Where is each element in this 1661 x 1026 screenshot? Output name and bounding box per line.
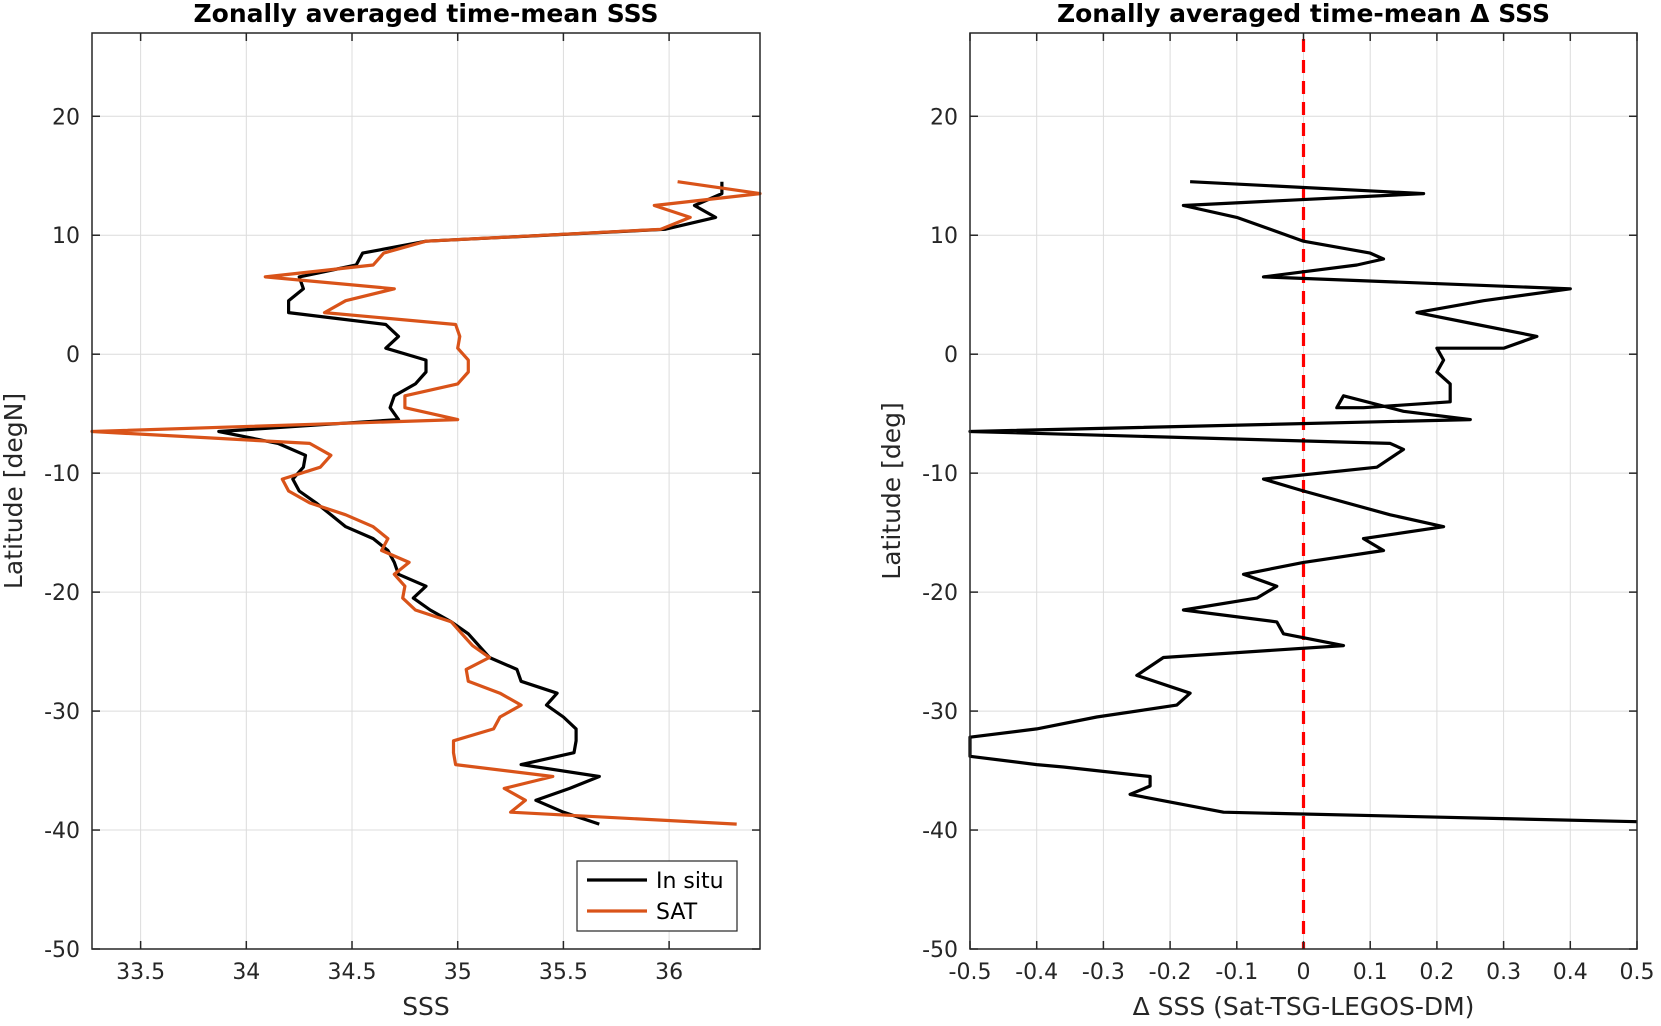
y-tick-label: -50 <box>44 938 80 963</box>
x-tick-label: 36 <box>655 960 683 985</box>
legend-label-sat: SAT <box>656 900 698 925</box>
x-axis-label: Δ SSS (Sat-TSG-LEGOS-DM) <box>1133 992 1475 1021</box>
series-line-0 <box>968 180 1638 824</box>
y-tick-label: 10 <box>52 224 80 249</box>
x-tick-label: 0 <box>1297 960 1311 985</box>
y-axis-label: Latitude [deg] <box>877 402 906 579</box>
x-tick-label: -0.5 <box>949 960 992 985</box>
y-tick-label: -40 <box>44 819 80 844</box>
x-tick-label: 0.3 <box>1486 960 1521 985</box>
y-tick-label: -20 <box>44 581 80 606</box>
y-tick-label: -30 <box>44 700 80 725</box>
axes-frame <box>91 32 761 950</box>
x-axis-label: SSS <box>402 992 450 1021</box>
x-tick-label: -0.2 <box>1149 960 1192 985</box>
x-tick-label: 0.1 <box>1353 960 1388 985</box>
series-line-in-situ <box>217 181 724 826</box>
chart-title: Zonally averaged time-mean SSS <box>194 0 659 28</box>
y-tick-label: -40 <box>922 819 958 844</box>
x-tick-label: 0.5 <box>1620 960 1655 985</box>
left-panel-sss: 33.5 34 34.5 35 35.5 36 -50 -40 -30 -20 -10 0 10 20 Zo… <box>0 0 762 1021</box>
legend: In situ SAT <box>576 860 738 932</box>
y-axis-label: Latitude [degN] <box>0 393 28 589</box>
x-tick-label: -0.4 <box>1015 960 1058 985</box>
plot-area <box>92 33 760 949</box>
x-tick-label: 34 <box>232 960 260 985</box>
y-tick-label: 0 <box>944 343 958 368</box>
series-line-sat <box>90 180 762 826</box>
legend-label-in-situ: In situ <box>656 869 724 894</box>
x-tick-label: -0.3 <box>1082 960 1125 985</box>
y-tick-label: 10 <box>930 224 958 249</box>
y-tick-label: 20 <box>52 105 80 130</box>
legend-box <box>576 860 738 932</box>
x-tick-label: 34.5 <box>328 960 377 985</box>
right-panel-delta-sss: -0.5 -0.4 -0.3 -0.2 -0.1 0 0.1 0.2 0.3 0.4 0.5 -50 -… <box>877 0 1655 1021</box>
chart-title: Zonally averaged time-mean Δ SSS <box>1057 0 1550 28</box>
x-tick-label: 33.5 <box>116 960 165 985</box>
y-tick-label: -30 <box>922 700 958 725</box>
y-tick-label: -50 <box>922 938 958 963</box>
x-tick-label: 0.4 <box>1553 960 1588 985</box>
y-tick-label: -20 <box>922 581 958 606</box>
x-tick-label: 35 <box>444 960 472 985</box>
y-tick-label: 0 <box>66 343 80 368</box>
y-tick-label: 20 <box>930 105 958 130</box>
x-tick-label: 0.2 <box>1419 960 1454 985</box>
y-tick-label: -10 <box>44 462 80 487</box>
x-tick-label: -0.1 <box>1215 960 1258 985</box>
y-tick-label: -10 <box>922 462 958 487</box>
x-tick-label: 35.5 <box>539 960 588 985</box>
